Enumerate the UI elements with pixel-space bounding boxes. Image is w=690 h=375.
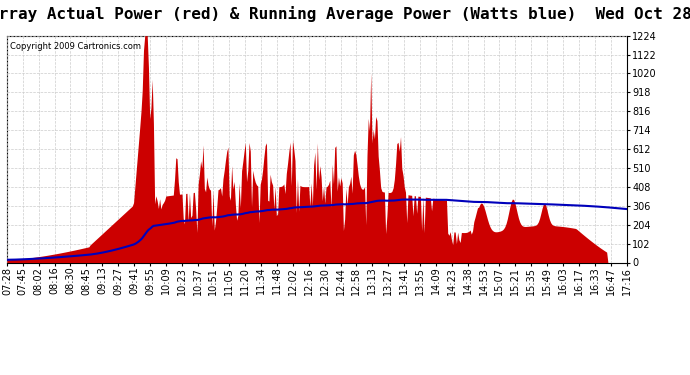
- Text: Copyright 2009 Cartronics.com: Copyright 2009 Cartronics.com: [10, 42, 141, 51]
- Text: West Array Actual Power (red) & Running Average Power (Watts blue)  Wed Oct 28 1: West Array Actual Power (red) & Running …: [0, 6, 690, 22]
